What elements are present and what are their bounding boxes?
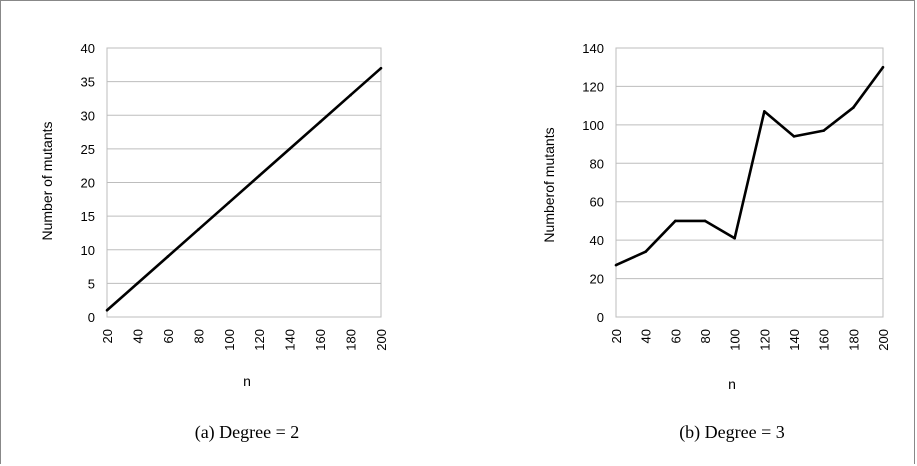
chart-b-caption: (b) Degree = 3: [679, 422, 785, 443]
data-point: [166, 255, 170, 258]
x-tick-label: 120: [252, 329, 267, 351]
x-tick-label: 200: [374, 329, 389, 351]
x-tick-label: 100: [728, 329, 743, 351]
y-tick-label: 20: [81, 176, 95, 191]
data-point: [136, 282, 139, 285]
x-tick-label: 60: [161, 329, 176, 343]
y-tick-label: 140: [582, 41, 604, 56]
chart-a-gridlines: [107, 47, 381, 318]
chart-a-caption: (a) Degree = 2: [195, 422, 300, 443]
x-tick-label: 40: [639, 329, 654, 343]
data-point: [105, 308, 109, 312]
data-point: [822, 129, 825, 132]
data-point: [763, 110, 766, 113]
x-tick-label: 160: [313, 329, 328, 351]
data-point: [881, 65, 885, 69]
data-point: [257, 174, 261, 178]
x-tick-label: 80: [698, 329, 713, 343]
chart-a-y-axis-label: Number of mutants: [39, 121, 55, 240]
y-tick-label: 35: [81, 75, 95, 90]
x-tick-label: 140: [787, 329, 802, 351]
data-point: [288, 147, 291, 151]
y-tick-label: 20: [590, 272, 604, 287]
chart-a-y-tick-labels: 0 5 10 15 20 25 30 35 40: [81, 41, 95, 325]
y-tick-label: 40: [590, 233, 604, 248]
chart-b-x-tick-labels: 20 40 60 80 100 120 140 160 180 200: [609, 329, 891, 351]
x-tick-label: 200: [876, 329, 891, 351]
chart-a-series-line: [106, 67, 382, 312]
data-point: [792, 135, 796, 138]
chart-a: 0 5 10 15 20 25 30 35 40 20 40 60 80 100 120 140 160 180…: [39, 41, 389, 443]
data-point: [674, 219, 677, 223]
chart-a-x-axis-label: n: [243, 373, 251, 389]
data-point: [227, 201, 231, 204]
x-tick-label: 180: [344, 329, 359, 351]
data-point: [852, 106, 855, 109]
data-point: [733, 236, 736, 240]
x-tick-label: 80: [191, 329, 206, 343]
y-tick-label: 25: [81, 142, 95, 157]
chart-b-plot-area: [615, 47, 884, 318]
chart-b-y-tick-labels: 0 20 40 60 80 100 120 140: [582, 41, 604, 325]
x-tick-label: 120: [757, 329, 772, 351]
y-tick-label: 5: [88, 276, 95, 291]
y-tick-label: 100: [582, 118, 604, 133]
chart-a-data-points: [105, 66, 383, 312]
x-tick-label: 180: [846, 329, 861, 351]
x-tick-label: 60: [668, 329, 683, 343]
y-tick-label: 40: [81, 41, 95, 56]
data-point: [318, 120, 322, 124]
data-point: [379, 66, 383, 70]
y-tick-label: 10: [81, 243, 95, 258]
chart-b-series-line: [615, 66, 885, 267]
y-tick-label: 0: [597, 310, 604, 325]
x-tick-label: 20: [609, 329, 624, 343]
chart-b-x-axis-label: n: [728, 376, 736, 392]
y-tick-label: 120: [582, 79, 604, 94]
chart-b-gridlines: [616, 47, 883, 318]
data-point: [197, 228, 200, 231]
x-tick-label: 160: [817, 329, 832, 351]
chart-b-y-axis-label: Numberof mutants: [541, 127, 557, 242]
chart-b-data-points: [614, 65, 885, 267]
y-tick-label: 15: [81, 209, 95, 224]
data-point: [614, 263, 618, 267]
y-tick-label: 60: [590, 195, 604, 210]
y-tick-label: 30: [81, 108, 95, 123]
x-tick-label: 100: [222, 329, 237, 351]
data-point: [349, 93, 352, 97]
y-tick-label: 0: [88, 310, 95, 325]
chart-b: 0 20 40 60 80 100 120 140 20 40 60 80 100 120 140 160 1…: [541, 41, 891, 443]
data-point: [644, 250, 647, 253]
x-tick-label: 40: [130, 329, 145, 343]
x-tick-label: 140: [283, 329, 298, 351]
chart-a-plot-area: [106, 47, 382, 318]
data-point: [703, 219, 707, 223]
y-tick-label: 80: [590, 156, 604, 171]
x-tick-label: 20: [100, 329, 115, 343]
chart-a-x-tick-labels: 20 40 60 80 100 120 140 160 180 200: [100, 329, 389, 351]
